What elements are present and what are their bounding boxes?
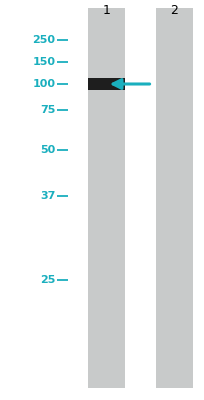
Text: 100: 100 <box>32 79 55 89</box>
Text: 250: 250 <box>32 35 55 45</box>
Text: 37: 37 <box>40 191 55 201</box>
Text: 1: 1 <box>102 4 110 17</box>
Text: 75: 75 <box>40 105 55 115</box>
Bar <box>155 8 192 388</box>
Text: 25: 25 <box>40 275 55 285</box>
Text: 150: 150 <box>32 57 55 67</box>
Bar <box>88 8 124 388</box>
Text: 50: 50 <box>40 145 55 155</box>
Bar <box>88 78 124 90</box>
Text: 2: 2 <box>170 4 177 17</box>
